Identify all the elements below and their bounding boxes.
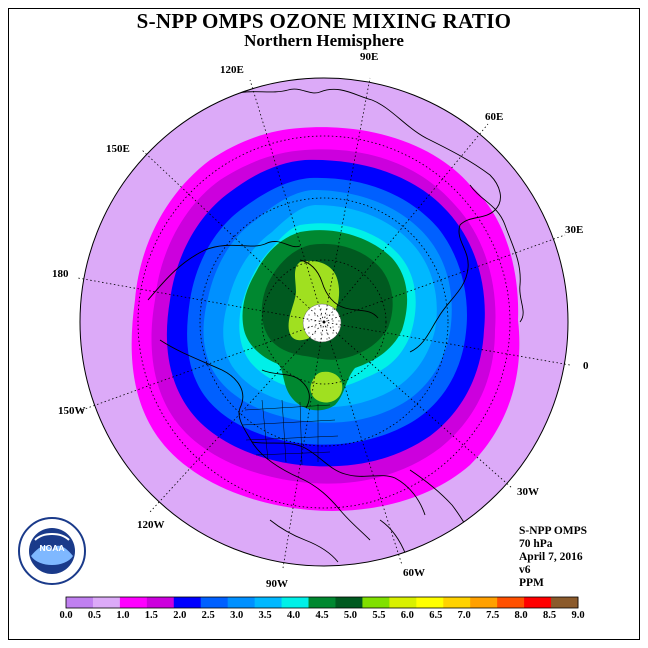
- colorbar-tick-label: 4.5: [315, 610, 329, 621]
- lon-label-60w: 60W: [403, 567, 425, 579]
- graticule: [77, 77, 571, 569]
- lon-label-30w: 30W: [517, 486, 539, 498]
- svg-text:NOAA: NOAA: [39, 543, 64, 553]
- state-boundaries: [241, 399, 339, 466]
- lon-label-150w: 150W: [58, 405, 86, 417]
- colorbar-swatch: [173, 597, 202, 608]
- colorbar-tick-label: 5.0: [343, 610, 357, 621]
- colorbar-swatch: [524, 597, 552, 608]
- colorbar-tick-label: 0.0: [59, 610, 73, 621]
- field-band-5-5-b: [310, 371, 343, 403]
- colorbar-swatch: [389, 597, 417, 608]
- colorbar-tick-label: 3.5: [258, 610, 272, 621]
- lon-label-60e: 60E: [485, 111, 504, 123]
- colorbar-swatch: [119, 597, 148, 608]
- colorbar-swatch: [66, 597, 94, 608]
- colorbar-swatch: [146, 597, 175, 608]
- colorbar-swatch: [497, 597, 525, 608]
- lon-label-90w: 90W: [266, 578, 288, 590]
- colorbar-tick-label: 7.0: [457, 610, 471, 621]
- lon-label-180: 180: [52, 268, 69, 280]
- colorbar-tick-label: 9.0: [571, 610, 585, 621]
- colorbar-swatch: [308, 597, 336, 608]
- lon-label-30e: 30E: [565, 224, 584, 236]
- colorbar-swatch: [416, 597, 444, 608]
- info-instrument: S-NPP OMPS: [519, 525, 588, 537]
- colorbar-swatch: [362, 597, 390, 608]
- colorbar-swatch: [551, 597, 579, 608]
- colorbar-swatch: [227, 597, 256, 608]
- lon-label-0: 0: [583, 360, 589, 372]
- colorbar-tick-label: 1.0: [116, 610, 130, 621]
- colorbar-tick-label: 2.5: [201, 610, 215, 621]
- lon-label-150e: 150E: [106, 143, 130, 155]
- info-date: April 7, 2016: [519, 551, 583, 563]
- colorbar-tick-label: 3.0: [230, 610, 244, 621]
- info-level: 70 hPa: [519, 538, 553, 550]
- info-unit: PPM: [519, 577, 544, 589]
- pole-no-data: [302, 303, 342, 343]
- colorbar-tick-label: 7.5: [486, 610, 500, 621]
- info-panel: S-NPP OMPS 70 hPa April 7, 2016 v6 PPM: [519, 525, 587, 590]
- noaa-logo: NOAA: [17, 516, 87, 591]
- map-subtitle: Northern Hemisphere: [244, 31, 404, 50]
- colorbar-tick-label: 8.5: [542, 610, 557, 621]
- colorbar-tick-label: 4.0: [286, 610, 301, 621]
- lon-label-120e: 120E: [220, 64, 244, 76]
- colorbar-tick-label: 5.5: [372, 610, 386, 621]
- colorbar-swatch: [443, 597, 471, 608]
- colorbar-tick-label: 1.5: [144, 610, 158, 621]
- lon-label-120w: 120W: [137, 519, 165, 531]
- colorbar-tick-label: 8.0: [514, 610, 528, 621]
- lon-label-90e: 90E: [360, 51, 379, 63]
- map-title: S-NPP OMPS OZONE MIXING RATIO: [136, 9, 512, 33]
- colorbar-swatch: [254, 597, 283, 608]
- colorbar-swatch: [281, 597, 310, 608]
- colorbar-swatch: [200, 597, 229, 608]
- colorbar-swatch: [335, 597, 363, 608]
- colorbar-tick-label: 6.5: [429, 610, 443, 621]
- colorbar-border: [65, 596, 579, 609]
- map-boundary: [79, 77, 569, 567]
- colorbar-tick-label: 2.0: [173, 610, 187, 621]
- colorbar-swatch: [470, 597, 498, 608]
- colorbar-swatch: [92, 597, 121, 608]
- colorbar-tick-label: 6.0: [400, 610, 414, 621]
- colorbar-tick-label: 0.5: [87, 610, 101, 621]
- info-version: v6: [519, 564, 531, 576]
- figure-frame: [8, 8, 640, 640]
